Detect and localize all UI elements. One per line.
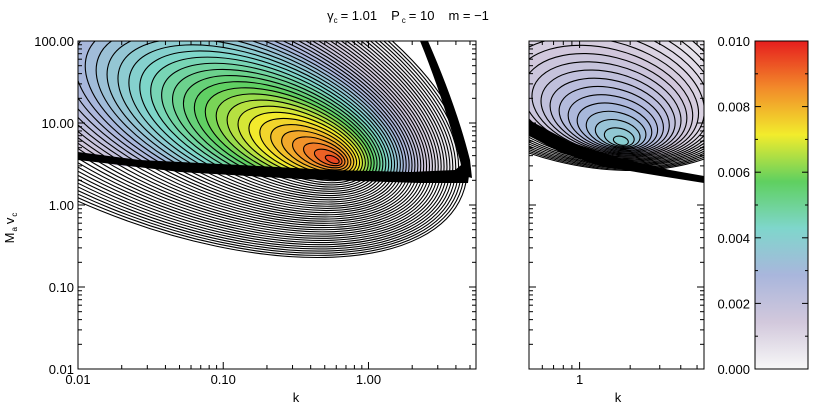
title-p-sub: c — [402, 16, 406, 25]
right-contour-line — [529, 41, 704, 169]
left-edge-band — [420, 41, 472, 178]
y-tick-label: 100.00 — [34, 34, 74, 49]
left-contour-line — [270, 124, 355, 175]
title-gamma-value: = 1.01 — [341, 8, 378, 23]
right-contour-line — [529, 41, 704, 168]
colorbar-tick-label: 0.002 — [717, 296, 750, 311]
y-axis-label: Mavc — [2, 213, 19, 244]
left-contour-line — [78, 41, 428, 229]
ylabel-v: v — [2, 217, 17, 224]
left-contour-line — [78, 41, 422, 224]
right-x-tick-label: 1 — [576, 372, 583, 387]
right-ticks: 1 — [528, 41, 704, 387]
right-contours — [529, 41, 704, 183]
ylabel-m-sub: a — [10, 227, 19, 232]
left-contour-line — [78, 41, 460, 252]
right-contour-line — [612, 135, 629, 146]
left-contours — [78, 41, 472, 259]
right-contour-line — [529, 41, 704, 167]
left-ticks: 0.01 0.10 1.00 10.00 100.00 0.01 0.10 1.00 — [34, 34, 476, 387]
colorbar: 0.000 0.002 0.004 0.006 0.008 0.010 — [717, 34, 809, 377]
colorbar-tick-label: 0.010 — [717, 34, 750, 49]
title-m-value: m = −1 — [448, 8, 488, 23]
left-heat-band — [325, 155, 340, 164]
right-contour-line — [529, 41, 704, 165]
colorbar-ticks: 0.000 0.002 0.004 0.006 0.008 0.010 — [717, 34, 808, 377]
left-contour-line — [78, 41, 442, 239]
y-tick-label: 0.01 — [49, 362, 74, 377]
right-contour-line — [549, 77, 670, 154]
colorbar-tick-label: 0.008 — [717, 100, 750, 115]
left-contour-line — [78, 41, 448, 244]
left-panel: 0.01 0.10 1.00 10.00 100.00 0.01 0.10 1.00 k — [34, 34, 477, 405]
title-p-value: = 10 — [409, 8, 435, 23]
left-x-tick-label: 1.00 — [356, 372, 381, 387]
right-contour-line — [558, 86, 664, 153]
left-contour-line — [292, 136, 349, 171]
right-empty-region — [529, 120, 704, 369]
right-contour-line — [529, 41, 704, 172]
left-x-tick-label: 0.10 — [211, 372, 236, 387]
left-contour-line — [78, 41, 463, 254]
left-contour-line — [78, 41, 445, 241]
left-contour-line — [78, 41, 451, 246]
right-contour-line — [576, 102, 653, 151]
right-contour-line — [529, 41, 704, 166]
colorbar-tick-label: 0.000 — [717, 362, 750, 377]
ylabel-m: M — [2, 233, 17, 244]
title-gamma-symbol: γ — [327, 8, 334, 23]
left-contour-line — [78, 41, 436, 235]
left-contour-line — [313, 148, 343, 167]
y-tick-label: 1.00 — [49, 198, 74, 213]
left-x-tick-label: 0.01 — [65, 372, 90, 387]
ylabel-v-sub: c — [10, 213, 19, 217]
right-contour-line — [594, 118, 641, 148]
title-gamma-sub: c — [334, 16, 338, 25]
left-contour-line — [302, 142, 346, 169]
left-contour-line — [281, 130, 352, 173]
left-contour-line — [78, 41, 454, 248]
right-contour-line — [540, 69, 676, 155]
left-contour-line — [78, 41, 425, 227]
right-panel: 1 k — [528, 40, 705, 405]
right-contour-line — [567, 94, 659, 152]
left-contour-line — [78, 41, 439, 237]
left-boundary-band — [78, 152, 470, 183]
left-contour-line — [78, 41, 433, 233]
left-contour-line — [324, 154, 340, 165]
colorbar-tick-label: 0.006 — [717, 165, 750, 180]
right-contour-line — [529, 41, 704, 171]
colorbar-gradient — [754, 40, 809, 370]
left-empty-region — [78, 158, 476, 369]
title-p-symbol: P — [391, 8, 400, 23]
y-tick-label: 0.10 — [49, 280, 74, 295]
left-contour-line — [78, 41, 457, 250]
left-heatmap — [78, 41, 476, 369]
right-x-axis-label: k — [615, 390, 622, 405]
left-x-axis-label: k — [293, 390, 300, 405]
y-tick-label: 10.00 — [41, 116, 74, 131]
right-contour-line — [585, 110, 647, 150]
right-contour-line — [603, 127, 635, 147]
right-heat-band — [613, 136, 629, 146]
left-contour-line — [78, 41, 431, 231]
left-contour-line — [78, 41, 465, 256]
left-contour-line — [78, 41, 468, 259]
colorbar-tick-label: 0.004 — [717, 231, 750, 246]
right-boundary-band — [529, 120, 704, 183]
